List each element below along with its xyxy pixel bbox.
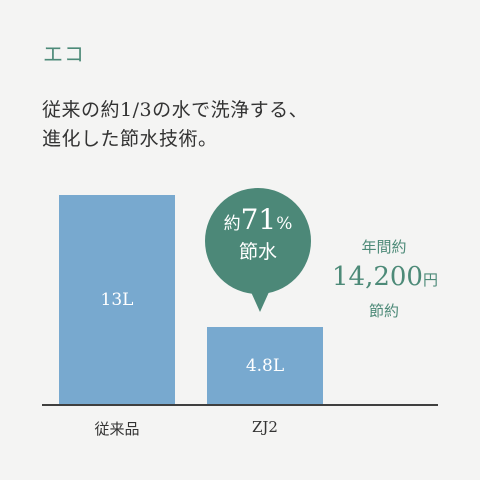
bar-conventional: 13L xyxy=(59,195,175,404)
savings-percent: 約71% xyxy=(205,200,311,245)
bar-value-label-conventional: 13L xyxy=(100,289,134,310)
savings-suffix: 節水 xyxy=(238,241,277,263)
bar-value-label-zj2: 4.8L xyxy=(245,355,285,376)
annual-saving-top: 年間約 xyxy=(361,238,407,256)
headline-line-2: 進化した節水技術。 xyxy=(42,128,218,150)
savings-percent-value: 71 xyxy=(240,203,277,236)
headline: 従来の約1/3の水で洗浄する、 進化した節水技術。 xyxy=(42,96,308,154)
annual-saving-amount-line: 14,200円 xyxy=(332,258,438,299)
savings-bubble: 約71% 節水 xyxy=(205,188,311,294)
savings-prefix: 約 xyxy=(223,214,241,234)
savings-percent-sign: % xyxy=(276,214,293,234)
annual-saving-unit: 円 xyxy=(422,271,438,289)
category-label-conventional: 従来品 xyxy=(94,420,140,438)
category-label-zj2: ZJ2 xyxy=(252,418,278,436)
headline-line-1: 従来の約1/3の水で洗浄する、 xyxy=(42,99,309,121)
section-title: エコ xyxy=(43,42,85,66)
bar-zj2: 4.8L xyxy=(207,327,323,404)
chart-baseline xyxy=(42,404,438,406)
savings-bubble-tail xyxy=(251,292,269,312)
annual-saving: 年間約 14,200円 節約 xyxy=(332,236,438,323)
annual-saving-amount: 14,200 xyxy=(332,262,423,292)
annual-saving-bottom: 節約 xyxy=(368,302,399,320)
